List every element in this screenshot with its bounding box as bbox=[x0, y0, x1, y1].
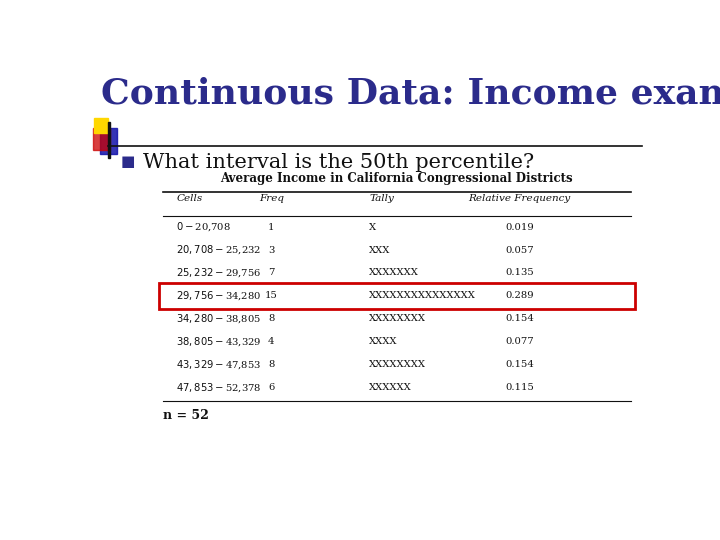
Text: $47,853-$52,378: $47,853-$52,378 bbox=[176, 381, 262, 394]
Text: $29,756-$34,280: $29,756-$34,280 bbox=[176, 289, 262, 302]
Text: 3: 3 bbox=[268, 246, 274, 254]
Text: 6: 6 bbox=[269, 383, 274, 391]
Text: 7: 7 bbox=[268, 268, 274, 278]
Bar bbox=[109, 122, 110, 158]
Text: $43,329-$47,853: $43,329-$47,853 bbox=[176, 358, 262, 371]
Text: 15: 15 bbox=[265, 291, 278, 300]
Text: XXXXXXXX: XXXXXXXX bbox=[369, 314, 426, 323]
Text: Cells: Cells bbox=[176, 194, 203, 202]
Text: 0.115: 0.115 bbox=[505, 383, 534, 391]
Text: n = 52: n = 52 bbox=[163, 409, 208, 422]
Text: 0.289: 0.289 bbox=[505, 291, 534, 300]
Text: 0.154: 0.154 bbox=[505, 360, 534, 369]
Text: $38,805-$43,329: $38,805-$43,329 bbox=[176, 335, 262, 348]
Text: Relative Frequency: Relative Frequency bbox=[469, 194, 571, 202]
Text: XXXX: XXXX bbox=[369, 337, 397, 346]
Bar bbox=[94, 118, 109, 133]
Text: XXX: XXX bbox=[369, 246, 390, 254]
Text: 0.019: 0.019 bbox=[505, 222, 534, 232]
Text: $25,232-$29,756: $25,232-$29,756 bbox=[176, 267, 262, 279]
Text: Freq: Freq bbox=[259, 194, 284, 202]
Text: 8: 8 bbox=[268, 314, 274, 323]
Text: $20,708-$25,232: $20,708-$25,232 bbox=[176, 244, 261, 256]
Text: Continuous Data: Income example: Continuous Data: Income example bbox=[101, 77, 720, 111]
Text: 0.154: 0.154 bbox=[505, 314, 534, 323]
Text: 1: 1 bbox=[268, 222, 274, 232]
Text: Tally: Tally bbox=[369, 194, 394, 202]
Text: XXXXXX: XXXXXX bbox=[369, 383, 412, 391]
Text: $34,280-$38,805: $34,280-$38,805 bbox=[176, 312, 262, 325]
Bar bbox=[100, 129, 117, 154]
Text: 8: 8 bbox=[268, 360, 274, 369]
Text: $0-$20,708: $0-$20,708 bbox=[176, 221, 231, 233]
Text: XXXXXXXXXXXXXXX: XXXXXXXXXXXXXXX bbox=[369, 291, 476, 300]
Text: 0.135: 0.135 bbox=[505, 268, 534, 278]
Text: X: X bbox=[369, 222, 376, 232]
Bar bbox=[93, 129, 109, 150]
Text: XXXXXXX: XXXXXXX bbox=[369, 268, 419, 278]
Text: 0.057: 0.057 bbox=[505, 246, 534, 254]
Text: XXXXXXXX: XXXXXXXX bbox=[369, 360, 426, 369]
Text: 0.077: 0.077 bbox=[505, 337, 534, 346]
Text: ■: ■ bbox=[121, 154, 135, 169]
Text: 4: 4 bbox=[268, 337, 274, 346]
Text: What interval is the 50th percentile?: What interval is the 50th percentile? bbox=[143, 153, 534, 172]
Text: Average Income in California Congressional Districts: Average Income in California Congression… bbox=[220, 172, 573, 185]
